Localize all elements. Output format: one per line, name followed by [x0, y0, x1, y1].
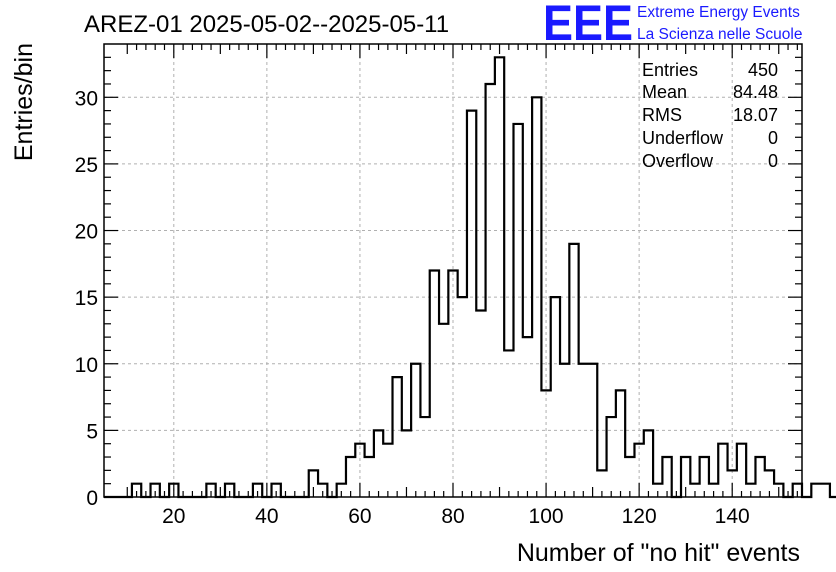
y-tick-label: 0	[86, 487, 98, 510]
logo: EEE Extreme Energy Events La Scienza nel…	[543, 0, 802, 51]
tick-labels: 20 40 60 80 100 120 140 0 5 10 15 20 25 30	[75, 87, 750, 528]
logo-line-1: Extreme Energy Events	[637, 4, 800, 21]
y-tick-label: 20	[75, 221, 98, 244]
x-tick-label: 140	[715, 505, 750, 528]
y-tick-label: 15	[75, 287, 98, 310]
x-tick-label: 100	[529, 505, 564, 528]
stat-entries-value: 450	[748, 60, 778, 80]
stat-rms-value: 18.07	[733, 105, 778, 125]
logo-line-2: La Scienza nelle Scuole	[637, 26, 802, 43]
y-tick-label: 30	[75, 87, 98, 110]
y-tick-label: 5	[86, 420, 98, 443]
stat-overflow-label: Overflow	[642, 151, 714, 171]
stats-box: Entries 450 Mean 84.48 RMS 18.07 Underfl…	[642, 60, 778, 171]
histogram-outline	[104, 56, 836, 499]
x-tick-label: 40	[255, 505, 278, 528]
axis-ticks	[104, 44, 802, 497]
x-tick-label: 120	[622, 505, 657, 528]
stat-rms-label: RMS	[642, 105, 682, 125]
y-tick-label: 10	[75, 354, 98, 377]
stat-mean-value: 84.48	[733, 82, 778, 102]
stat-mean-label: Mean	[642, 82, 687, 102]
x-tick-label: 80	[441, 505, 464, 528]
stat-entries-label: Entries	[642, 60, 698, 80]
grid-lines	[104, 44, 802, 497]
chart-title: AREZ-01 2025-05-02--2025-05-11	[84, 11, 449, 38]
histogram-bars	[104, 56, 836, 499]
stat-underflow-value: 0	[768, 128, 778, 148]
y-axis-label: Entries/bin	[10, 43, 38, 161]
stat-overflow-value: 0	[768, 151, 778, 171]
x-tick-label: 60	[348, 505, 371, 528]
x-tick-label: 20	[162, 505, 185, 528]
x-axis-label: Number of "no hit" events	[517, 539, 800, 567]
stat-underflow-label: Underflow	[642, 128, 724, 148]
logo-mark: EEE	[543, 0, 633, 51]
y-tick-label: 25	[75, 154, 98, 177]
